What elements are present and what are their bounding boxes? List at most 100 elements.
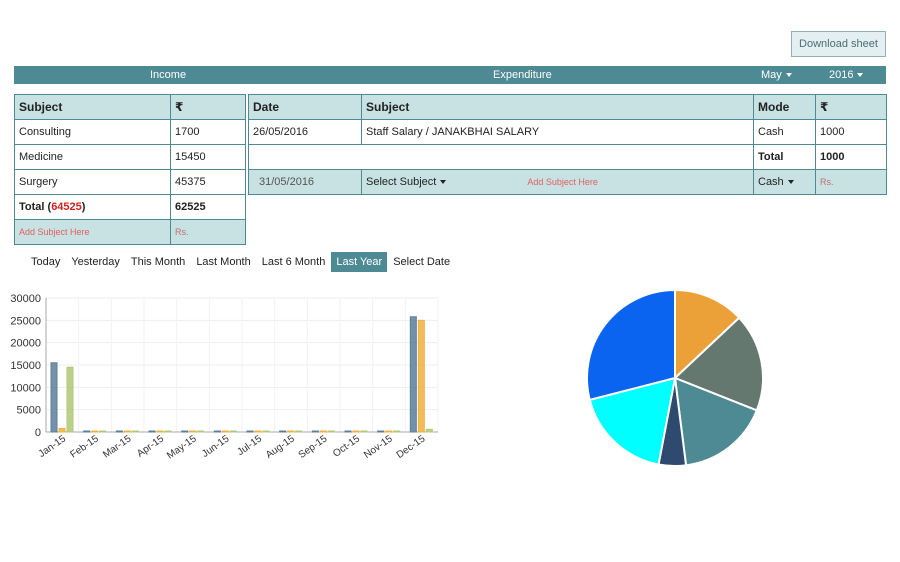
exp-date-header: Date	[248, 94, 362, 120]
bar	[425, 428, 433, 433]
exp-date: 26/05/2016	[248, 119, 362, 145]
x-tick-label: Mar-15	[101, 433, 134, 460]
bar	[50, 362, 58, 433]
exp-total-value: 1000	[815, 144, 887, 170]
exp-date-input[interactable]: 31/05/2016	[248, 169, 362, 195]
total-close: )	[81, 201, 86, 213]
bar	[197, 430, 205, 433]
x-tick-label: Oct-15	[331, 433, 362, 459]
income-subject: Consulting	[14, 119, 171, 145]
table-row: Medicine 15450	[14, 144, 246, 170]
filter-today[interactable]: Today	[31, 256, 61, 268]
year-value: 2016	[829, 69, 854, 81]
summary-header-bar: Income Expenditure May 2016	[14, 66, 886, 84]
pie-slice	[673, 316, 764, 412]
bar	[213, 430, 221, 433]
chevron-down-icon	[440, 180, 447, 185]
bar	[181, 430, 189, 433]
expenditure-header: Expenditure	[493, 69, 552, 81]
x-tick-label: Aug-15	[264, 433, 297, 461]
bar	[246, 430, 254, 433]
bar	[164, 430, 172, 433]
income-table: Subject ₹ Consulting 1700 Medicine 15450…	[14, 94, 246, 245]
filter-last-6-month[interactable]: Last 6 Month	[261, 256, 326, 268]
bar	[83, 430, 91, 433]
y-tick-label: 15000	[10, 360, 41, 372]
exp-amount: 1000	[815, 119, 887, 145]
exp-add-row: 31/05/2016 Select Subject Add Subject He…	[248, 169, 887, 195]
exp-total-row: Total 1000	[248, 144, 887, 170]
bar	[344, 430, 352, 433]
bar	[360, 430, 368, 433]
monthly-bar-chart: 0 5000 10000 15000 20000 25000 30000 Jan-15 Feb-…	[10, 293, 439, 462]
bar	[156, 430, 164, 433]
y-tick-label: 25000	[10, 315, 41, 327]
pie-slice	[673, 376, 759, 467]
bar	[319, 430, 327, 433]
bar	[99, 430, 107, 433]
bar	[393, 430, 401, 433]
income-total-label: Total (64525)	[14, 194, 171, 220]
y-tick-label: 5000	[17, 405, 41, 417]
bar	[58, 427, 66, 433]
total-text: Total (	[19, 201, 52, 213]
x-tick-label: Feb-15	[68, 433, 101, 460]
filter-last-month[interactable]: Last Month	[196, 256, 251, 268]
add-subject-input[interactable]: Add Subject Here	[14, 219, 171, 245]
bar	[377, 430, 385, 433]
download-sheet-button[interactable]: Download sheet	[791, 31, 886, 57]
filter-last-year[interactable]: Last Year	[331, 252, 388, 272]
add-subject-link[interactable]: Add Subject Here	[527, 177, 598, 187]
add-amount-input[interactable]: Rs.	[170, 219, 246, 245]
exp-subject-header: Subject	[361, 94, 754, 120]
exp-amount-input[interactable]: Rs.	[815, 169, 887, 195]
exp-mode-header: Mode	[753, 94, 816, 120]
exp-total-spacer	[248, 144, 754, 170]
exp-subject-cell: Select Subject Add Subject Here	[361, 169, 754, 195]
y-tick-label: 30000	[10, 293, 41, 305]
income-subject: Medicine	[14, 144, 171, 170]
select-subject-label: Select Subject	[366, 176, 437, 188]
bar	[254, 430, 262, 433]
bar	[327, 430, 335, 433]
table-row: 26/05/2016 Staff Salary / JANAKBHAI SALA…	[248, 119, 887, 145]
bar	[91, 430, 99, 433]
income-total-value: 62525	[170, 194, 246, 220]
bar	[262, 430, 270, 433]
add-subject-placeholder: Add Subject Here	[19, 227, 90, 237]
bar	[295, 430, 303, 433]
bar	[311, 430, 319, 433]
bar	[66, 366, 74, 433]
filter-select-date[interactable]: Select Date	[393, 256, 451, 268]
income-amount-header: ₹	[170, 94, 246, 120]
bar	[131, 430, 139, 433]
table-row: Surgery 45375	[14, 169, 246, 195]
filter-this-month[interactable]: This Month	[130, 256, 186, 268]
filter-yesterday[interactable]: Yesterday	[71, 256, 120, 268]
bar	[409, 316, 417, 433]
bar	[279, 430, 287, 433]
month-dropdown[interactable]: May	[761, 69, 792, 81]
mode-value: Cash	[758, 176, 784, 188]
total-highlight: 64525	[51, 201, 82, 213]
bar	[417, 319, 425, 433]
income-subject-header: Subject	[14, 94, 171, 120]
bar	[385, 430, 393, 433]
y-tick-label: 10000	[10, 382, 41, 394]
bar	[115, 430, 123, 433]
bar	[221, 430, 229, 433]
year-dropdown[interactable]: 2016	[829, 69, 864, 81]
y-tick-label: 0	[35, 427, 41, 439]
bar	[148, 430, 156, 433]
chevron-down-icon	[785, 73, 792, 78]
expense-pie-chart	[586, 288, 764, 467]
income-total-row: Total (64525) 62525	[14, 194, 246, 220]
select-subject-dropdown[interactable]: Select Subject	[366, 176, 447, 188]
exp-total-label: Total	[753, 144, 816, 170]
chevron-down-icon	[787, 180, 794, 185]
mode-dropdown[interactable]: Cash	[753, 169, 816, 195]
exp-mode: Cash	[753, 119, 816, 145]
x-tick-label: Sep-15	[297, 433, 330, 461]
income-header: Income	[150, 69, 187, 81]
amount-placeholder: Rs.	[175, 227, 189, 237]
